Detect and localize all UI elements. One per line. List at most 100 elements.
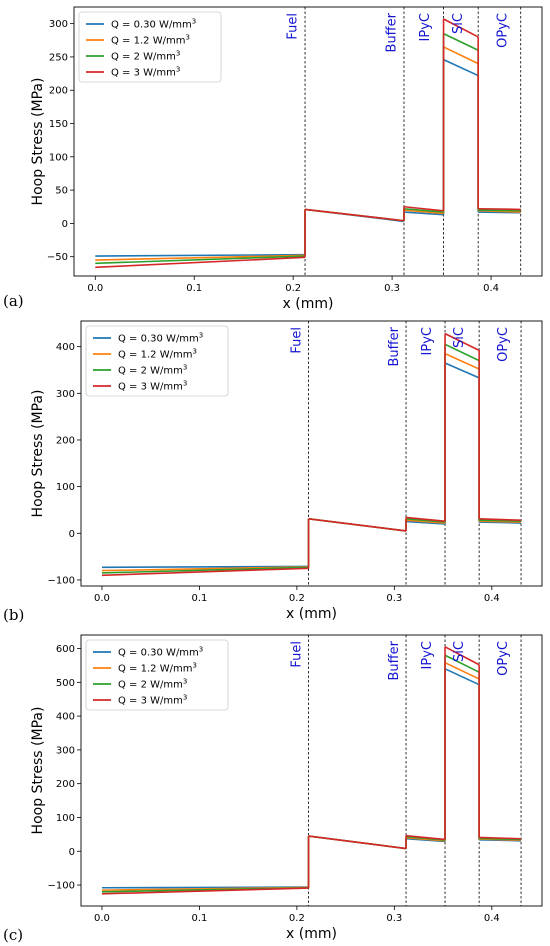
y-axis-label: Hoop Stress (MPa) — [30, 78, 46, 206]
region-label-fuel: Fuel — [286, 13, 301, 40]
region-label-sic: SiC — [452, 327, 467, 348]
legend-box — [85, 325, 229, 397]
legend-entry-superscript: 3 — [192, 18, 196, 26]
series-4-line — [478, 207, 521, 211]
legend-entry-superscript: 3 — [199, 646, 203, 654]
x-tick-label: 0.1 — [191, 913, 207, 924]
series-lines — [101, 646, 522, 895]
legend-entry: Q = 3 W/mm3 — [118, 380, 187, 393]
legend-box — [85, 639, 229, 711]
legend-entry-text: Q = 3 W/mm — [111, 68, 176, 79]
legend-entry: Q = 0.30 W/mm3 — [118, 332, 203, 345]
region-label-opyc: OPyC — [496, 641, 511, 676]
x-tick-label: 0.0 — [94, 913, 110, 924]
region-label-ipyc: IPyC — [420, 327, 435, 355]
y-tick-label: −100 — [48, 881, 75, 892]
y-tick-label: 400 — [56, 712, 75, 723]
region-label-buffer: Buffer — [387, 326, 402, 366]
x-axis-label: x (mm) — [283, 296, 334, 312]
y-tick-label: 300 — [56, 389, 75, 400]
series-4-line — [403, 205, 444, 212]
series-1-line — [479, 521, 522, 524]
legend-entry: Q = 0.30 W/mm3 — [111, 18, 196, 31]
series-1-line — [403, 211, 444, 216]
y-tick-label: 400 — [56, 342, 75, 353]
legend-entry-superscript: 3 — [183, 380, 187, 388]
series-3-line — [405, 518, 446, 523]
series-4-line — [304, 208, 405, 222]
legend-entry-text: Q = 0.30 W/mm — [118, 334, 199, 345]
legend-entry-text: Q = 3 W/mm — [118, 382, 183, 393]
x-tick-label: 0.3 — [386, 593, 402, 604]
x-tick-label: 0.4 — [484, 593, 500, 604]
x-tick-label: 0.2 — [289, 593, 305, 604]
legend-entry-superscript: 3 — [183, 364, 187, 372]
y-tick-label: 200 — [56, 779, 75, 790]
plot-frame — [80, 320, 543, 587]
series-3-line — [101, 566, 309, 574]
legend-entry-superscript: 3 — [183, 678, 187, 686]
series-4-line — [308, 835, 407, 850]
legend-entry: Q = 1.2 W/mm3 — [111, 34, 190, 47]
series-2-line — [95, 254, 306, 261]
region-label-sic: SiC — [451, 13, 466, 34]
legend-entry-text: Q = 1.2 W/mm — [118, 350, 192, 361]
y-tick-label: 0 — [69, 847, 75, 858]
y-tick-label: 50 — [55, 186, 68, 197]
series-1-line — [444, 668, 480, 686]
series-4-line — [444, 332, 480, 352]
series-2-line — [479, 520, 522, 523]
legend-entry: Q = 3 W/mm3 — [118, 694, 187, 707]
y-tick-label: 600 — [56, 644, 75, 655]
series-1-line — [444, 362, 480, 379]
series-4-line — [101, 567, 309, 577]
series-1-line — [405, 520, 446, 525]
y-tick-label: 100 — [56, 813, 75, 824]
legend-entry-superscript: 3 — [176, 50, 180, 58]
x-tick-label: 0.3 — [384, 283, 400, 294]
panel-letter: (b) — [3, 606, 24, 624]
region-label-ipyc: IPyC — [420, 641, 435, 669]
legend-entry-text: Q = 3 W/mm — [118, 696, 183, 707]
x-tick-label: 0.0 — [87, 283, 103, 294]
series-3-line — [444, 654, 480, 673]
legend-entry: Q = 3 W/mm3 — [111, 66, 180, 79]
series-3-line — [403, 207, 444, 213]
region-label-ipyc: IPyC — [418, 13, 433, 41]
y-tick-label: −100 — [48, 575, 75, 586]
plot-frame — [80, 634, 543, 907]
series-2-line — [444, 352, 480, 370]
y-tick-label: 0 — [62, 219, 68, 230]
x-axis-label: x (mm) — [286, 926, 337, 942]
series-4-line — [405, 834, 446, 841]
x-tick-label: 0.0 — [94, 593, 110, 604]
series-4-line — [444, 646, 480, 666]
series-1-line — [101, 565, 309, 569]
series-lines — [95, 18, 521, 269]
legend-entry-text: Q = 0.30 W/mm — [111, 20, 192, 31]
y-tick-label: 100 — [49, 152, 68, 163]
series-lines — [101, 332, 522, 577]
y-tick-label: 300 — [56, 745, 75, 756]
legend-entry: Q = 1.2 W/mm3 — [118, 348, 197, 361]
series-2-line — [403, 209, 444, 215]
y-tick-label: 150 — [49, 119, 68, 130]
series-4-line — [443, 18, 479, 38]
legend-entry-superscript: 3 — [183, 694, 187, 702]
legend-entry-text: Q = 1.2 W/mm — [118, 664, 192, 675]
x-tick-label: 0.2 — [285, 283, 301, 294]
region-label-buffer: Buffer — [385, 12, 400, 52]
legend-entry: Q = 0.30 W/mm3 — [118, 646, 203, 659]
plot-frame — [73, 6, 543, 277]
series-3-line — [479, 519, 522, 522]
series-2-line — [443, 46, 479, 65]
y-tick-label: 250 — [49, 52, 68, 63]
y-tick-label: 200 — [49, 86, 68, 97]
series-2-line — [405, 519, 446, 524]
legend-entry-superscript: 3 — [176, 66, 180, 74]
legend-entry-text: Q = 1.2 W/mm — [111, 36, 185, 47]
series-4-line — [479, 836, 522, 840]
legend-entry: Q = 2 W/mm3 — [118, 678, 187, 691]
legend-entry: Q = 2 W/mm3 — [118, 364, 187, 377]
